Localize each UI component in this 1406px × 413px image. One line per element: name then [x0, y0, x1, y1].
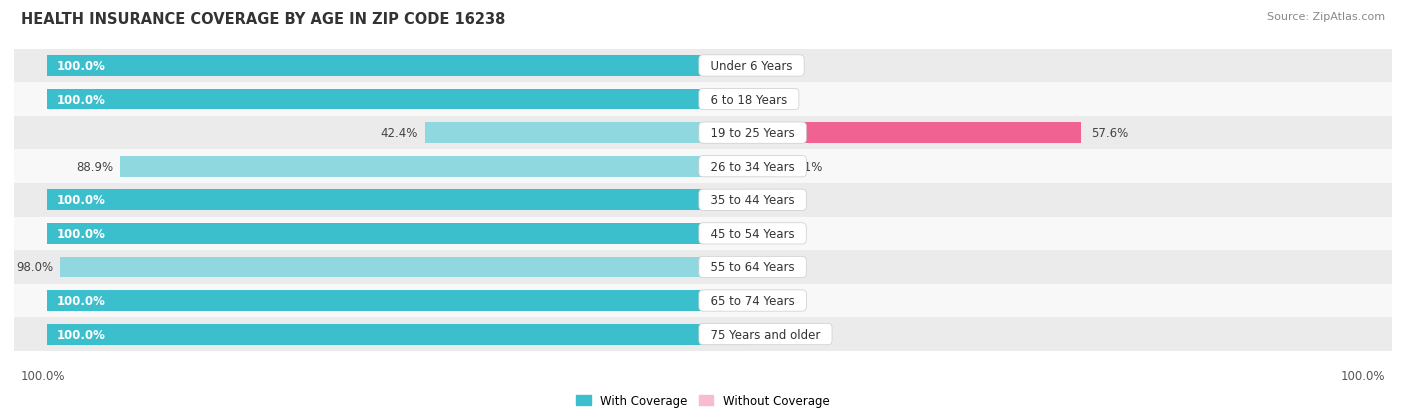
Text: 26 to 34 Years: 26 to 34 Years [703, 160, 803, 173]
Text: 100.0%: 100.0% [56, 93, 105, 106]
Text: 100.0%: 100.0% [56, 60, 105, 73]
Text: 19 to 25 Years: 19 to 25 Years [703, 127, 803, 140]
Bar [703, 257, 716, 278]
Bar [14, 318, 1392, 351]
Text: 100.0%: 100.0% [56, 227, 105, 240]
Bar [46, 223, 703, 244]
Bar [120, 157, 703, 177]
Bar [14, 284, 1392, 318]
Legend: With Coverage, Without Coverage: With Coverage, Without Coverage [572, 389, 834, 411]
Text: 6 to 18 Years: 6 to 18 Years [703, 93, 794, 106]
Bar [703, 324, 749, 345]
Text: 0.0%: 0.0% [759, 194, 789, 207]
Bar [60, 257, 703, 278]
Bar [14, 183, 1392, 217]
Bar [46, 290, 703, 311]
Bar [703, 157, 776, 177]
Bar [46, 190, 703, 211]
Text: 0.0%: 0.0% [759, 294, 789, 307]
Text: HEALTH INSURANCE COVERAGE BY AGE IN ZIP CODE 16238: HEALTH INSURANCE COVERAGE BY AGE IN ZIP … [21, 12, 506, 27]
Text: 42.4%: 42.4% [381, 127, 418, 140]
Bar [703, 190, 749, 211]
Text: 55 to 64 Years: 55 to 64 Years [703, 261, 803, 274]
Text: 0.0%: 0.0% [759, 328, 789, 341]
Text: 100.0%: 100.0% [56, 194, 105, 207]
Text: 100.0%: 100.0% [56, 328, 105, 341]
Bar [703, 90, 749, 110]
Bar [703, 223, 749, 244]
Text: 35 to 44 Years: 35 to 44 Years [703, 194, 803, 207]
Text: 100.0%: 100.0% [1341, 370, 1385, 382]
Text: 100.0%: 100.0% [56, 294, 105, 307]
Bar [14, 251, 1392, 284]
Bar [703, 290, 749, 311]
Text: 0.0%: 0.0% [759, 93, 789, 106]
Text: 98.0%: 98.0% [17, 261, 53, 274]
Text: 11.1%: 11.1% [786, 160, 823, 173]
Text: 75 Years and older: 75 Years and older [703, 328, 828, 341]
Bar [46, 90, 703, 110]
Bar [703, 123, 1081, 144]
Bar [14, 217, 1392, 251]
Text: 2.0%: 2.0% [725, 261, 755, 274]
Text: 45 to 54 Years: 45 to 54 Years [703, 227, 803, 240]
Bar [14, 150, 1392, 183]
Text: Under 6 Years: Under 6 Years [703, 60, 800, 73]
Text: 0.0%: 0.0% [759, 60, 789, 73]
Text: Source: ZipAtlas.com: Source: ZipAtlas.com [1267, 12, 1385, 22]
Bar [46, 56, 703, 77]
Bar [703, 56, 749, 77]
Bar [14, 50, 1392, 83]
Bar [14, 116, 1392, 150]
Bar [14, 83, 1392, 116]
Text: 57.6%: 57.6% [1091, 127, 1128, 140]
Text: 65 to 74 Years: 65 to 74 Years [703, 294, 803, 307]
Text: 100.0%: 100.0% [21, 370, 65, 382]
Bar [46, 324, 703, 345]
Text: 88.9%: 88.9% [76, 160, 112, 173]
Bar [425, 123, 703, 144]
Text: 0.0%: 0.0% [759, 227, 789, 240]
